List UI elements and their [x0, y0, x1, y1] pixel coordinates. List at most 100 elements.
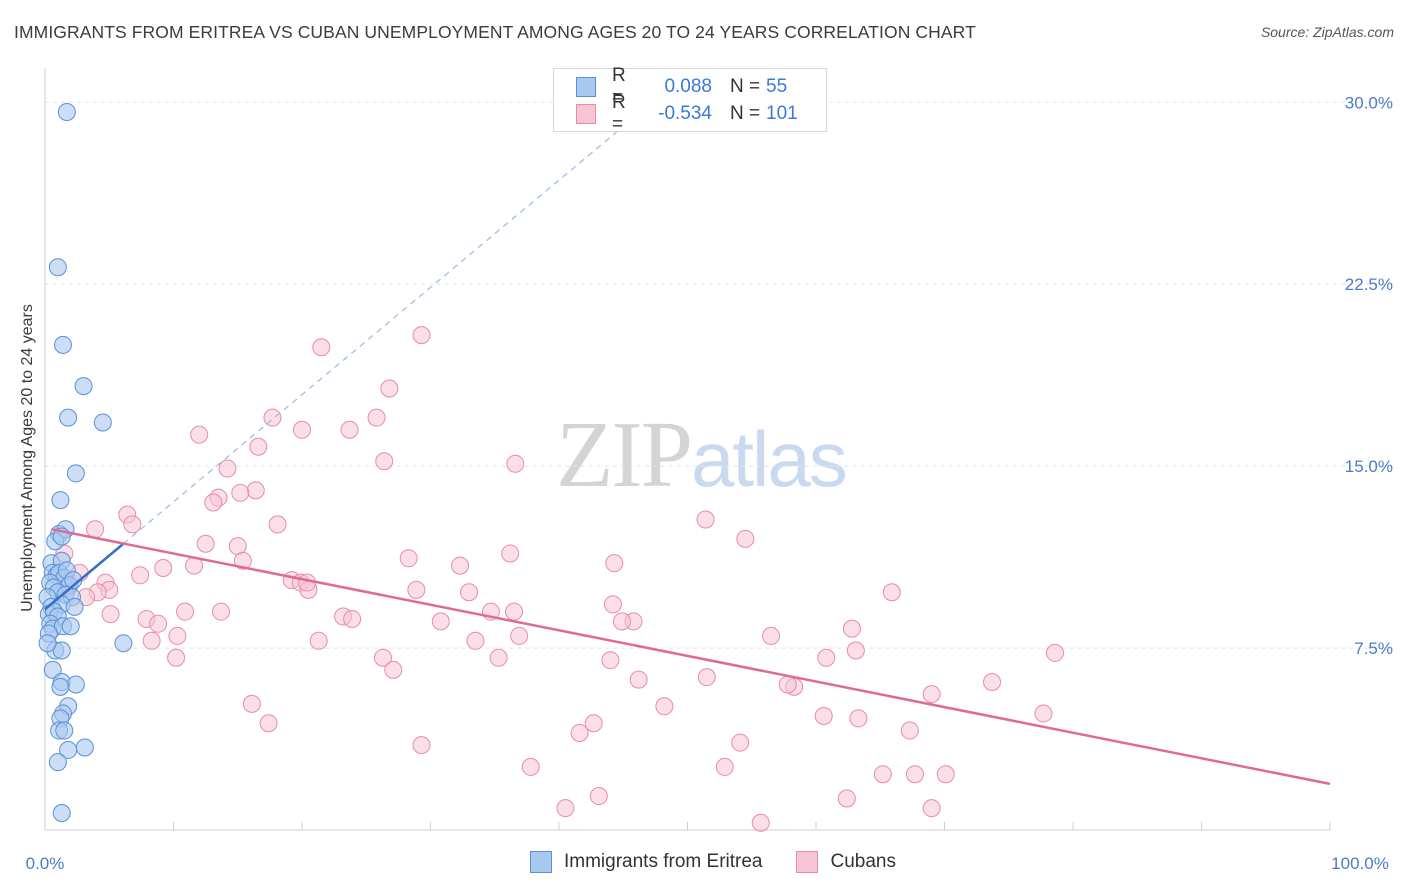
legend-n-value: 101 [766, 103, 798, 124]
legend-label-cubans: Cubans [830, 851, 896, 872]
cubans-point [489, 648, 508, 667]
legend-swatch-eritrea [576, 77, 596, 97]
legend-label-eritrea: Immigrants from Eritrea [564, 851, 763, 872]
trend-lines [44, 126, 1331, 786]
legend-r-label: R = [612, 92, 626, 135]
cubans-point [309, 631, 328, 650]
eritrea-point [52, 641, 71, 660]
legend-n-label: N = [730, 76, 761, 97]
cubans-point [131, 566, 150, 585]
cubans-point [167, 648, 186, 667]
eritrea-point [75, 738, 94, 757]
eritrea-point [48, 258, 67, 277]
legend-row-eritrea: R = 0.088 N = 55 [576, 65, 788, 108]
y-tick-label: 22.5% [1345, 275, 1393, 294]
cubans-point [1046, 643, 1065, 662]
y-tick-label: 7.5% [1354, 639, 1393, 658]
legend-swatch-cubans [576, 104, 596, 124]
legend-swatch-cubans [796, 851, 819, 873]
cubans-point [1034, 704, 1053, 723]
cubans-point [451, 556, 470, 575]
cubans-point [601, 651, 620, 670]
cubans-point [340, 420, 359, 439]
cubans-point [399, 549, 418, 568]
cubans-point [837, 789, 856, 808]
source-attribution: Source: ZipAtlas.com [1260, 24, 1394, 40]
cubans-point [501, 544, 520, 563]
legend-item-cubans[interactable]: Cubans [796, 851, 896, 873]
eritrea-point [51, 677, 70, 696]
eritrea-point [66, 464, 85, 483]
cubans-point [412, 736, 431, 755]
cubans-point [900, 721, 919, 740]
cubans-point [846, 641, 865, 660]
cubans-point [460, 583, 479, 602]
cubans-point [101, 605, 120, 624]
cubans-point [936, 765, 955, 784]
eritrea-point [57, 102, 76, 121]
series-eritrea-points [38, 102, 133, 823]
eritrea-point [51, 491, 70, 510]
eritrea-point [61, 617, 80, 636]
eritrea-point [52, 804, 71, 823]
cubans-point [521, 757, 540, 776]
cubans-point [603, 595, 622, 614]
cubans-point [407, 580, 426, 599]
cubans-point [249, 437, 268, 456]
cubans-point [212, 602, 231, 621]
eritrea-point [38, 634, 57, 653]
cubans-point [384, 660, 403, 679]
cubans-point [380, 379, 399, 398]
eritrea-trend-line [44, 542, 125, 611]
cubans-point [612, 612, 631, 631]
legend-n-value: 55 [766, 76, 788, 97]
watermark-zip: ZIP [556, 403, 693, 507]
cubans-point [154, 559, 173, 578]
cubans-point [505, 602, 524, 621]
cubans-point [778, 675, 797, 694]
series-legend: Immigrants from Eritrea Cubans [530, 851, 930, 873]
cubans-point [196, 534, 215, 553]
chart-title: IMMIGRANTS FROM ERITREA VS CUBAN UNEMPLO… [14, 22, 976, 42]
x-tick-label: 0.0% [26, 854, 65, 873]
y-tick-label: 30.0% [1345, 93, 1393, 112]
cubans-point [312, 338, 331, 357]
cubans-point [268, 515, 287, 534]
cubans-point [242, 694, 261, 713]
cubans-point [86, 520, 105, 539]
cubans-point [629, 670, 648, 689]
cubans-point [231, 483, 250, 502]
eritrea-point [59, 408, 78, 427]
cubans-point [506, 454, 525, 473]
cubans-point [293, 420, 311, 439]
series-cubans-points [55, 326, 1065, 832]
eritrea-point [55, 721, 74, 740]
cubans-point [123, 515, 142, 534]
cubans-point [905, 765, 924, 784]
tick-labels: 7.5% 15.0% 22.5% 30.0% 0.0% 100.0% [26, 93, 1393, 873]
cubans-point [510, 626, 529, 645]
cubans-point [697, 668, 716, 687]
eritrea-trend-extension [123, 126, 624, 545]
legend-item-eritrea[interactable]: Immigrants from Eritrea [530, 851, 762, 873]
eritrea-point [48, 753, 67, 772]
cubans-point [190, 425, 209, 444]
cubans-point [814, 706, 833, 725]
eritrea-point [66, 675, 85, 694]
cubans-point [367, 408, 386, 427]
cubans-point [204, 493, 223, 512]
cubans-point [556, 799, 575, 818]
cubans-point [412, 326, 431, 345]
cubans-point [142, 631, 161, 650]
legend-r-value: -0.534 [658, 103, 712, 124]
cubans-point [246, 481, 265, 500]
cubans-point [584, 714, 603, 733]
cubans-point [922, 799, 941, 818]
cubans-point [259, 714, 278, 733]
cubans-point [605, 554, 624, 573]
cubans-point [343, 609, 362, 628]
cubans-point [655, 697, 674, 716]
cubans-point [149, 614, 168, 633]
cubans-point [736, 529, 755, 548]
